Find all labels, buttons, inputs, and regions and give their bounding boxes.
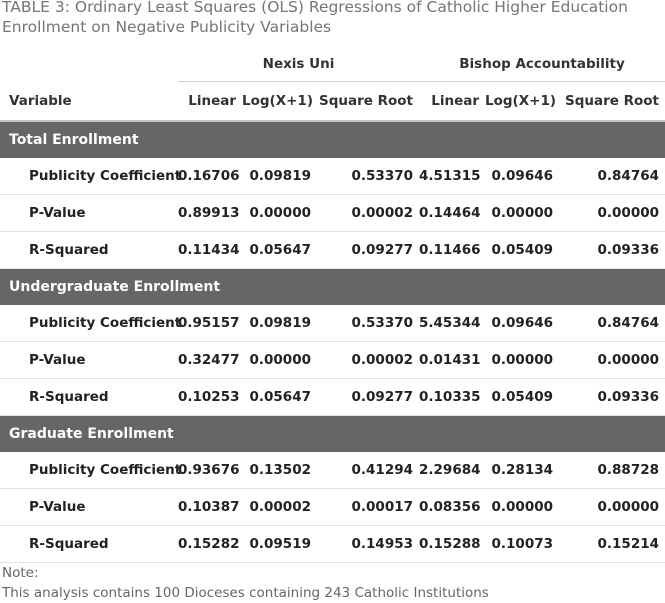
table-cell: 0.00000 — [485, 194, 560, 232]
column-header-square-root: Square Root — [559, 81, 665, 122]
regression-table: Nexis Uni Bishop Accountability Variable… — [0, 47, 665, 563]
column-header-variable: Variable — [0, 81, 178, 122]
table-cell: 0.10387 — [178, 488, 242, 526]
note-text: This analysis contains 100 Dioceses cont… — [2, 585, 489, 601]
table-cell: 0.14464 — [419, 194, 486, 232]
table-cell: 0.00002 — [242, 488, 317, 526]
table-cell: 0.09277 — [317, 378, 420, 416]
table-cell: 0.00017 — [317, 488, 420, 526]
table-row: P-Value 0.10387 0.00002 0.00017 0.08356 0.000… — [0, 488, 665, 526]
column-header-log: Log(X+1) — [485, 81, 560, 122]
table-cell: 0.28134 — [485, 452, 560, 489]
table-cell: 0.00000 — [559, 341, 665, 379]
table-cell: 0.09819 — [242, 158, 317, 195]
table-cell: 0.00000 — [242, 194, 317, 232]
table-cell: 0.00000 — [559, 194, 665, 232]
table-note: Note: This analysis contains 100 Diocese… — [2, 563, 662, 603]
table-cell: 0.09646 — [485, 305, 560, 342]
column-header-square-root: Square Root — [317, 81, 420, 122]
section-row-total-enrollment: Total Enrollment — [0, 121, 665, 158]
table-cell: 0.53370 — [317, 158, 420, 195]
table-row: Publicity Coefficient 0.93676 0.13502 0.412… — [0, 452, 665, 489]
table-cell: 0.41294 — [317, 452, 420, 489]
table-cell: 0.89913 — [178, 194, 242, 232]
group-header-bishop-accountability: Bishop Accountability — [419, 47, 665, 82]
table-cell: 0.09336 — [559, 231, 665, 269]
table-cell: 0.00000 — [242, 341, 317, 379]
table-cell: 0.00000 — [559, 488, 665, 526]
table-cell: 0.88728 — [559, 452, 665, 489]
table-cell: 0.13502 — [242, 452, 317, 489]
table-row: Publicity Coefficient 0.16706 0.09819 0.533… — [0, 158, 665, 195]
group-header-empty — [0, 47, 178, 82]
table-cell: 0.09519 — [242, 525, 317, 563]
table-cell: 0.01431 — [419, 341, 486, 379]
table-cell: 0.05647 — [242, 378, 317, 416]
table-cell: 0.16706 — [178, 158, 242, 195]
table-cell: 0.00002 — [317, 341, 420, 379]
table-cell: 0.32477 — [178, 341, 242, 379]
table-cell: 0.15214 — [559, 525, 665, 563]
table-cell: 0.05409 — [485, 378, 560, 416]
table-cell: 0.84764 — [559, 158, 665, 195]
group-header-nexis-uni: Nexis Uni — [178, 47, 420, 82]
table-cell: 0.05409 — [485, 231, 560, 269]
table-cell: 0.11466 — [419, 231, 486, 269]
table-cell: 0.93676 — [178, 452, 242, 489]
table-cell: 0.00000 — [485, 341, 560, 379]
group-header-row: Nexis Uni Bishop Accountability — [0, 47, 665, 82]
table-cell: 0.09277 — [317, 231, 420, 269]
table-cell: 5.45344 — [419, 305, 486, 342]
table-cell: 0.84764 — [559, 305, 665, 342]
table-row: P-Value 0.89913 0.00000 0.00002 0.14464 0.000… — [0, 194, 665, 232]
table-cell: 0.00000 — [485, 488, 560, 526]
table-cell: 0.14953 — [317, 525, 420, 563]
table-cell: 0.09646 — [485, 158, 560, 195]
row-label: Publicity Coefficient — [0, 158, 181, 195]
section-row-graduate-enrollment: Graduate Enrollment — [0, 415, 665, 452]
table-cell: 0.10335 — [419, 378, 486, 416]
table-row: R-Squared 0.10253 0.05647 0.09277 0.10335 0.0… — [0, 378, 665, 416]
note-label: Note: — [2, 565, 39, 581]
table-row: P-Value 0.32477 0.00000 0.00002 0.01431 0.000… — [0, 341, 665, 379]
table-cell: 0.00002 — [317, 194, 420, 232]
column-header-row: Variable Linear Log(X+1) Square Root Lin… — [0, 81, 665, 122]
table-cell: 0.09336 — [559, 378, 665, 416]
table-cell: 2.29684 — [419, 452, 486, 489]
table-cell: 0.53370 — [317, 305, 420, 342]
column-header-log: Log(X+1) — [242, 81, 317, 122]
row-label: P-Value — [0, 341, 178, 379]
table-caption: TABLE 3: Ordinary Least Squares (OLS) Re… — [2, 0, 628, 36]
table-cell: 0.11434 — [178, 231, 242, 269]
table-row: R-Squared 0.15282 0.09519 0.14953 0.15288 0.1… — [0, 525, 665, 563]
table-cell: 0.15282 — [178, 525, 242, 563]
row-label: Publicity Coefficient — [0, 305, 181, 342]
row-label: R-Squared — [0, 231, 178, 269]
section-title: Undergraduate Enrollment — [0, 268, 665, 305]
table-cell: 0.10253 — [178, 378, 242, 416]
table-cell: 4.51315 — [419, 158, 486, 195]
row-label: P-Value — [0, 194, 178, 232]
section-title: Graduate Enrollment — [0, 415, 665, 452]
row-label: P-Value — [0, 488, 178, 526]
table-body: Total Enrollment Publicity Coefficient 0.1… — [0, 121, 665, 563]
table-cell: 0.09819 — [242, 305, 317, 342]
column-header-linear: Linear — [419, 81, 486, 122]
table-cell: 0.08356 — [419, 488, 486, 526]
table-cell: 0.10073 — [485, 525, 560, 563]
section-title: Total Enrollment — [0, 121, 665, 158]
table-cell: 0.95157 — [178, 305, 242, 342]
column-header-linear: Linear — [178, 81, 242, 122]
table-row: Publicity Coefficient 0.95157 0.09819 0.533… — [0, 305, 665, 342]
row-label: Publicity Coefficient — [0, 452, 181, 489]
table-row: R-Squared 0.11434 0.05647 0.09277 0.11466 0.0… — [0, 231, 665, 269]
table-cell: 0.05647 — [242, 231, 317, 269]
section-row-undergraduate-enrollment: Undergraduate Enrollment — [0, 268, 665, 305]
row-label: R-Squared — [0, 525, 178, 563]
table-cell: 0.15288 — [419, 525, 486, 563]
row-label: R-Squared — [0, 378, 178, 416]
